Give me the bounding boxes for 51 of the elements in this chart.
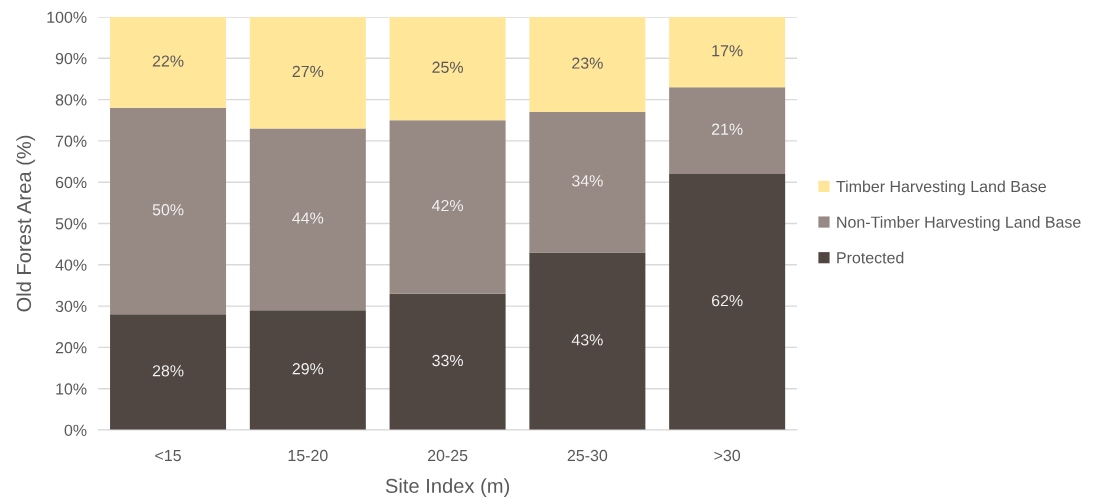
y-tick-label: 60%	[55, 176, 87, 189]
data-label: 33%	[432, 354, 464, 367]
bar	[389, 293, 506, 430]
x-tick-label: <15	[155, 450, 181, 462]
bar	[529, 111, 646, 253]
data-label: 23%	[572, 57, 603, 69]
data-label: 43%	[571, 334, 603, 346]
bar	[669, 173, 786, 430]
data-label: 50%	[152, 204, 184, 216]
data-label: 44%	[292, 212, 324, 224]
bar	[669, 87, 786, 174]
bar	[110, 314, 227, 430]
y-tick-label: 10%	[56, 383, 87, 395]
bar	[110, 17, 227, 108]
bar	[249, 128, 366, 311]
bar	[249, 17, 366, 129]
y-tick-label: 30%	[55, 300, 87, 313]
bar	[110, 107, 227, 315]
x-axis-title: Site Index (m)	[385, 478, 510, 497]
x-tick-label: 15-20	[288, 449, 328, 462]
data-label: 62%	[711, 294, 743, 307]
x-tick-label: >30	[714, 449, 741, 462]
bar	[529, 252, 646, 430]
bar	[389, 120, 506, 294]
data-label: 21%	[711, 123, 743, 135]
data-label: 27%	[292, 65, 324, 77]
y-tick-label: 70%	[55, 135, 87, 147]
y-tick-label: 100%	[47, 11, 87, 23]
data-label: 42%	[431, 199, 464, 212]
y-tick-label: 20%	[55, 342, 87, 354]
data-label: 22%	[152, 55, 184, 67]
legend-label: Protected	[837, 251, 904, 264]
data-label: 34%	[572, 175, 603, 187]
data-label: 28%	[152, 365, 184, 377]
y-tick-label: 0%	[64, 424, 87, 436]
data-label: 17%	[712, 45, 743, 57]
legend-label: Timber Harvesting Land Base	[836, 180, 1046, 196]
bar	[529, 17, 646, 112]
data-label: 25%	[432, 61, 464, 73]
y-tick-label: 40%	[55, 259, 87, 271]
y-tick-label: 90%	[55, 52, 87, 65]
legend-label: Non-Timber Harvesting Land Base	[837, 216, 1081, 231]
bar	[669, 17, 786, 88]
y-axis-title: Old Forest Area (%)	[16, 135, 36, 312]
x-tick-label: 20-25	[427, 449, 468, 462]
y-tick-label: 50%	[55, 218, 87, 230]
y-tick-label: 80%	[55, 94, 87, 106]
bar	[389, 17, 506, 121]
data-label: 29%	[292, 363, 324, 375]
x-tick-label: 25-30	[567, 449, 608, 462]
bar	[249, 310, 366, 430]
